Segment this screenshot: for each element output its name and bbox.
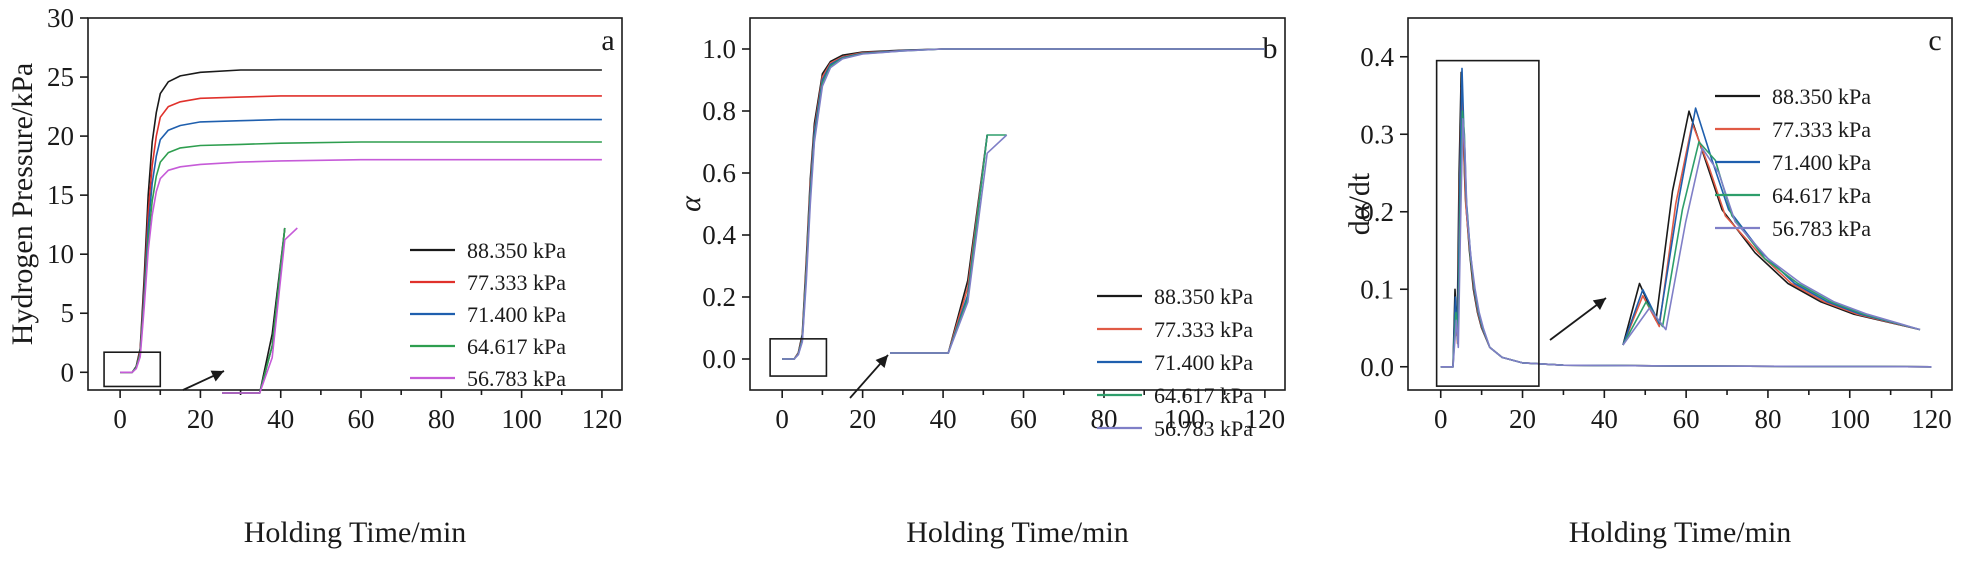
x-tick-label: 40 (267, 404, 294, 434)
y-tick-label: 0.4 (702, 220, 736, 250)
x-tick-label: 60 (1010, 404, 1037, 434)
x-tick-label: 100 (1164, 404, 1205, 434)
inset-line-4 (890, 134, 1008, 354)
y-tick-label: 30 (47, 3, 74, 33)
inset-line-4 (1622, 147, 1921, 346)
series-line-1 (782, 48, 1265, 360)
panel-letter: b (1263, 32, 1278, 65)
plot-frame (749, 17, 1286, 391)
y-tick-label: 25 (47, 62, 74, 92)
panel-letter: a (601, 24, 614, 57)
y-tick-label: 15 (47, 180, 74, 210)
x-tick-label: 20 (187, 404, 214, 434)
zoom-box (1435, 59, 1540, 387)
y-tick-label: 0 (61, 357, 75, 387)
x-tick-label: 0 (113, 404, 127, 434)
y-tick-label: 5 (61, 298, 75, 328)
series-line-0 (782, 48, 1265, 360)
x-tick-label: 100 (1829, 404, 1870, 434)
x-tick-label: 80 (1090, 404, 1117, 434)
x-tick-label: 120 (1911, 404, 1952, 434)
series-line-3 (782, 48, 1265, 360)
legend-label-3: 64.617 kPa (467, 334, 566, 359)
x-axis-label: Holding Time/min (244, 516, 467, 549)
x-axis-label: Holding Time/min (906, 516, 1129, 549)
panel-letter: c (1928, 24, 1941, 57)
inset-line-1 (1622, 122, 1921, 346)
chart-panel-b: 0 20 40 60 80 100 120 0.0 0.2 0.4 0.6 0.8 1.0 Holding… (674, 17, 1286, 549)
inset-line-1 (890, 134, 988, 354)
zoom-arrow-head (1592, 298, 1606, 310)
zoom-box (103, 351, 162, 388)
legend-label-2: 71.400 kPa (1154, 350, 1253, 375)
x-tick-label: 20 (849, 404, 876, 434)
series-line-4 (782, 48, 1265, 360)
y-tick-label: 0.2 (1360, 197, 1394, 227)
legend-label-1: 77.333 kPa (1772, 117, 1871, 142)
legend-label-2: 71.400 kPa (1772, 150, 1871, 175)
y-tick-label: 0.2 (702, 282, 736, 312)
legend-label-3: 64.617 kPa (1772, 183, 1871, 208)
series-line-4 (120, 158, 602, 374)
y-tick-label: 10 (47, 239, 74, 269)
legend-label-0: 88.350 kPa (467, 238, 566, 263)
x-tick-label: 80 (1754, 404, 1781, 434)
x-tick-label: 0 (775, 404, 789, 434)
zoom-arrow-head (210, 370, 224, 382)
x-axis-label: Holding Time/min (1569, 516, 1792, 549)
legend-label-0: 88.350 kPa (1772, 84, 1871, 109)
x-tick-label: 120 (582, 404, 623, 434)
y-tick-label: 0.0 (702, 344, 736, 374)
x-tick-label: 120 (1245, 404, 1286, 434)
legend-label-2: 71.400 kPa (467, 302, 566, 327)
series-line-1 (120, 95, 602, 374)
plot-frame (87, 17, 623, 391)
inset-line-3 (890, 134, 1007, 354)
x-tick-label: 40 (1591, 404, 1618, 434)
x-tick-label: 100 (501, 404, 542, 434)
legend-label-4: 56.783 kPa (1772, 216, 1871, 241)
y-tick-label: 20 (47, 121, 74, 151)
zoom-box (769, 338, 828, 377)
y-tick-label: 0.8 (702, 96, 736, 126)
chart-panel-a: 0 20 40 60 80 100 120 0 5 10 15 20 25 30 Holding Time/… (6, 3, 623, 549)
legend-label-1: 77.333 kPa (467, 270, 566, 295)
y-axis-label: Hydrogen Pressure/kPa (6, 63, 39, 345)
y-tick-label: 0.4 (1360, 42, 1394, 72)
legend-label-4: 56.783 kPa (1154, 416, 1253, 441)
x-tick-label: 60 (348, 404, 375, 434)
x-tick-label: 20 (1509, 404, 1536, 434)
x-tick-label: 60 (1673, 404, 1700, 434)
legend-label-1: 77.333 kPa (1154, 317, 1253, 342)
series-line-2 (782, 48, 1265, 360)
x-tick-label: 0 (1434, 404, 1448, 434)
legend-label-4: 56.783 kPa (467, 366, 566, 391)
y-tick-label: 0.3 (1360, 119, 1394, 149)
zoom-arrow-head (875, 355, 888, 368)
inset-line-3 (222, 227, 286, 394)
y-tick-label: 0.0 (1360, 352, 1394, 382)
legend-label-3: 64.617 kPa (1154, 383, 1253, 408)
y-axis-label: dα/dt (1343, 172, 1376, 235)
y-tick-label: 1.0 (702, 34, 736, 64)
plot-frame (1407, 17, 1953, 391)
y-tick-label: 0.1 (1360, 274, 1394, 304)
y-axis-label: α (674, 195, 707, 212)
y-tick-label: 0.6 (702, 158, 736, 188)
inset-line-4 (222, 227, 298, 394)
x-tick-label: 80 (428, 404, 455, 434)
chart-panel-c: 0 20 40 60 80 100 120 0.0 0.1 0.2 0.3 0.4 Holding Ti… (1343, 17, 1953, 549)
legend-label-0: 88.350 kPa (1154, 284, 1253, 309)
x-tick-label: 40 (930, 404, 957, 434)
series-line-4 (1440, 118, 1932, 368)
